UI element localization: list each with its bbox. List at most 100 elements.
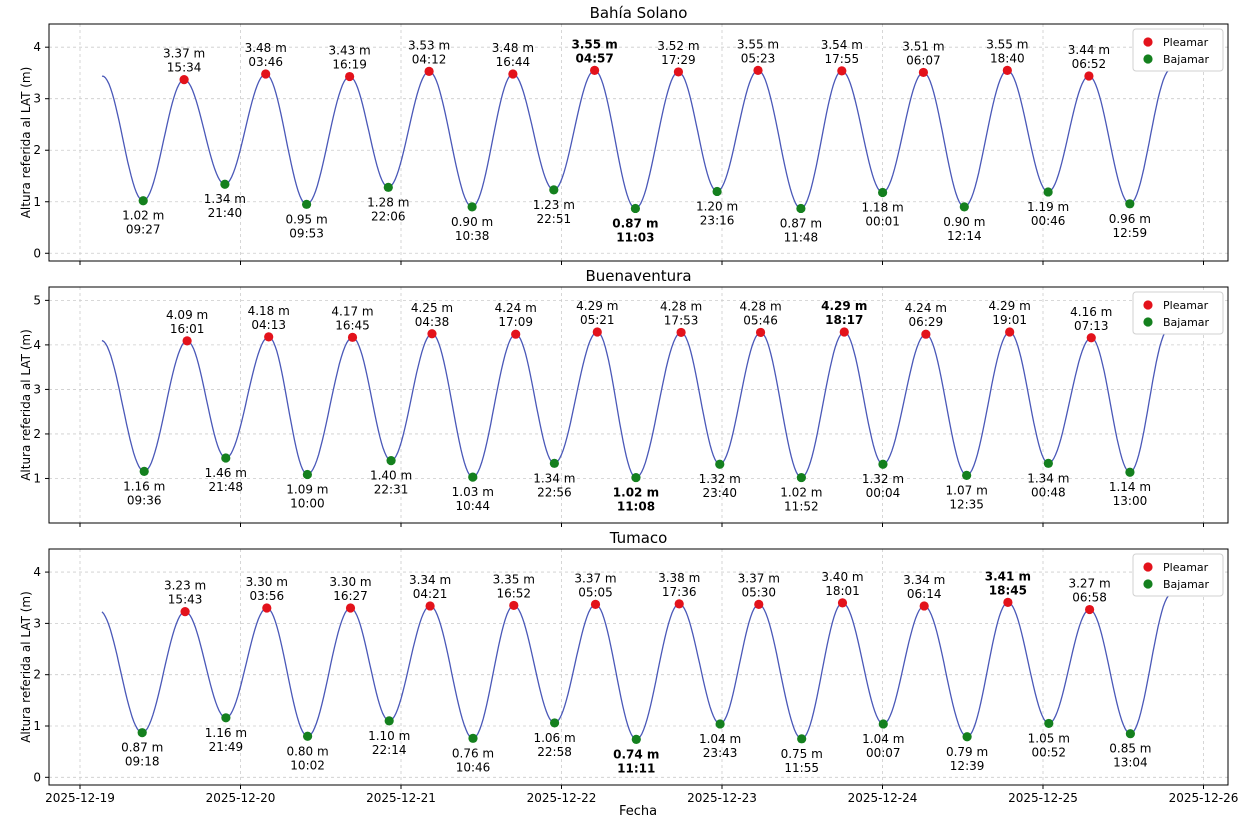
low-tide-time-label: 00:07	[866, 746, 901, 760]
low-tide-point	[221, 713, 231, 723]
high-tide-height-label: 4.28 m	[660, 299, 702, 313]
low-tide-height-label: 0.79 m	[946, 745, 988, 759]
low-tide-time-label: 21:48	[208, 480, 243, 494]
high-tide-time-label: 04:12	[412, 52, 447, 66]
low-tide-point	[139, 466, 149, 476]
low-tide-time-label: 09:18	[125, 755, 160, 769]
low-tide-height-label: 1.04 m	[862, 732, 904, 746]
high-tide-time-label: 03:46	[248, 55, 283, 69]
legend-low-marker	[1143, 54, 1153, 64]
low-tide-time-label: 12:14	[947, 229, 982, 243]
high-tide-time-label: 18:17	[825, 313, 863, 327]
low-tide-height-label: 1.02 m	[780, 486, 822, 500]
legend-low-label: Bajamar	[1163, 53, 1210, 66]
low-tide-point	[386, 456, 396, 466]
high-tide-height-label: 4.25 m	[411, 301, 453, 315]
high-tide-height-label: 3.37 m	[163, 47, 205, 61]
y-tick-label: 5	[33, 293, 41, 307]
low-tide-point	[715, 459, 725, 469]
y-tick-label: 2	[33, 427, 41, 441]
high-tide-time-label: 17:29	[661, 53, 696, 67]
low-tide-point	[383, 182, 393, 192]
x-tick-label: 2025-12-26	[1169, 791, 1239, 805]
low-tide-point	[221, 453, 231, 463]
low-tide-point	[631, 472, 641, 483]
high-tide-point	[755, 327, 766, 338]
high-tide-time-label: 05:23	[741, 51, 776, 65]
low-tide-height-label: 0.76 m	[452, 746, 494, 760]
low-tide-time-label: 11:08	[617, 500, 655, 514]
high-tide-height-label: 3.54 m	[821, 38, 863, 52]
low-tide-time-label: 00:52	[1031, 745, 1066, 759]
low-tide-height-label: 0.90 m	[943, 215, 985, 229]
high-tide-point	[1084, 71, 1094, 81]
low-tide-height-label: 1.40 m	[370, 469, 412, 483]
high-tide-time-label: 16:44	[496, 55, 531, 69]
low-tide-point	[302, 731, 313, 741]
low-tide-point	[962, 470, 972, 480]
high-tide-time-label: 18:45	[989, 583, 1027, 597]
low-tide-height-label: 0.96 m	[1109, 212, 1151, 226]
legend-low-marker	[1143, 579, 1153, 589]
low-tide-point	[1043, 187, 1053, 197]
low-tide-point	[549, 458, 559, 468]
legend-high-label: Pleamar	[1163, 561, 1209, 574]
high-tide-height-label: 4.18 m	[248, 304, 290, 318]
low-tide-point	[959, 202, 969, 212]
high-tide-point	[837, 66, 847, 76]
low-tide-time-label: 23:43	[703, 746, 738, 760]
high-tide-point	[345, 603, 356, 613]
y-tick-label: 1	[33, 719, 41, 733]
low-tide-point	[878, 187, 888, 198]
high-tide-point	[1003, 597, 1013, 607]
legend-high-label: Pleamar	[1163, 36, 1209, 49]
high-tide-point	[921, 329, 931, 339]
legend-high-marker	[1143, 37, 1153, 47]
high-tide-point	[261, 69, 271, 79]
low-tide-height-label: 1.16 m	[205, 726, 247, 740]
low-tide-time-label: 22:51	[537, 212, 572, 226]
chart-title: Buenaventura	[585, 267, 691, 285]
high-tide-time-label: 18:01	[825, 584, 860, 598]
high-tide-point	[676, 327, 686, 338]
low-tide-point	[712, 186, 722, 197]
high-tide-time-label: 06:07	[906, 53, 941, 67]
low-tide-time-label: 22:14	[372, 743, 407, 757]
y-tick-label: 4	[33, 338, 41, 352]
high-tide-height-label: 3.35 m	[493, 572, 535, 586]
low-tide-point	[715, 719, 725, 729]
low-tide-time-label: 13:04	[1113, 756, 1148, 770]
low-tide-time-label: 11:48	[784, 230, 819, 244]
low-tide-time-label: 21:40	[208, 206, 243, 220]
low-tide-height-label: 1.06 m	[533, 731, 575, 745]
high-tide-height-label: 3.51 m	[902, 39, 944, 53]
x-tick-label: 2025-12-24	[848, 791, 918, 805]
legend-low-label: Bajamar	[1163, 578, 1210, 591]
low-tide-point	[468, 733, 478, 743]
high-tide-height-label: 4.24 m	[495, 301, 537, 315]
high-tide-point	[1084, 604, 1095, 615]
low-tide-time-label: 22:56	[537, 485, 572, 499]
high-tide-time-label: 16:19	[332, 58, 367, 72]
high-tide-time-label: 06:58	[1072, 591, 1107, 605]
y-tick-label: 1	[33, 195, 41, 209]
high-tide-point	[509, 600, 519, 611]
high-tide-point	[592, 327, 602, 337]
low-tide-height-label: 1.19 m	[1027, 200, 1069, 214]
x-tick-label: 2025-12-25	[1008, 791, 1078, 805]
high-tide-height-label: 3.40 m	[821, 570, 863, 584]
low-tide-time-label: 23:40	[702, 486, 737, 500]
low-tide-height-label: 1.20 m	[696, 199, 738, 213]
low-tide-time-label: 21:49	[209, 740, 244, 754]
low-tide-point	[301, 199, 312, 209]
x-axis-label: Fecha	[619, 804, 657, 819]
high-tide-point	[753, 65, 763, 75]
y-axis-label: Altura referida al LAT (m)	[19, 67, 33, 219]
low-tide-height-label: 0.90 m	[451, 215, 493, 229]
low-tide-height-label: 1.02 m	[122, 209, 164, 223]
low-tide-time-label: 00:48	[1031, 485, 1066, 499]
high-tide-point	[839, 327, 849, 337]
y-axis-label: Altura referida al LAT (m)	[19, 329, 33, 481]
low-tide-time-label: 12:35	[949, 497, 984, 511]
legend-low-label: Bajamar	[1163, 316, 1210, 329]
